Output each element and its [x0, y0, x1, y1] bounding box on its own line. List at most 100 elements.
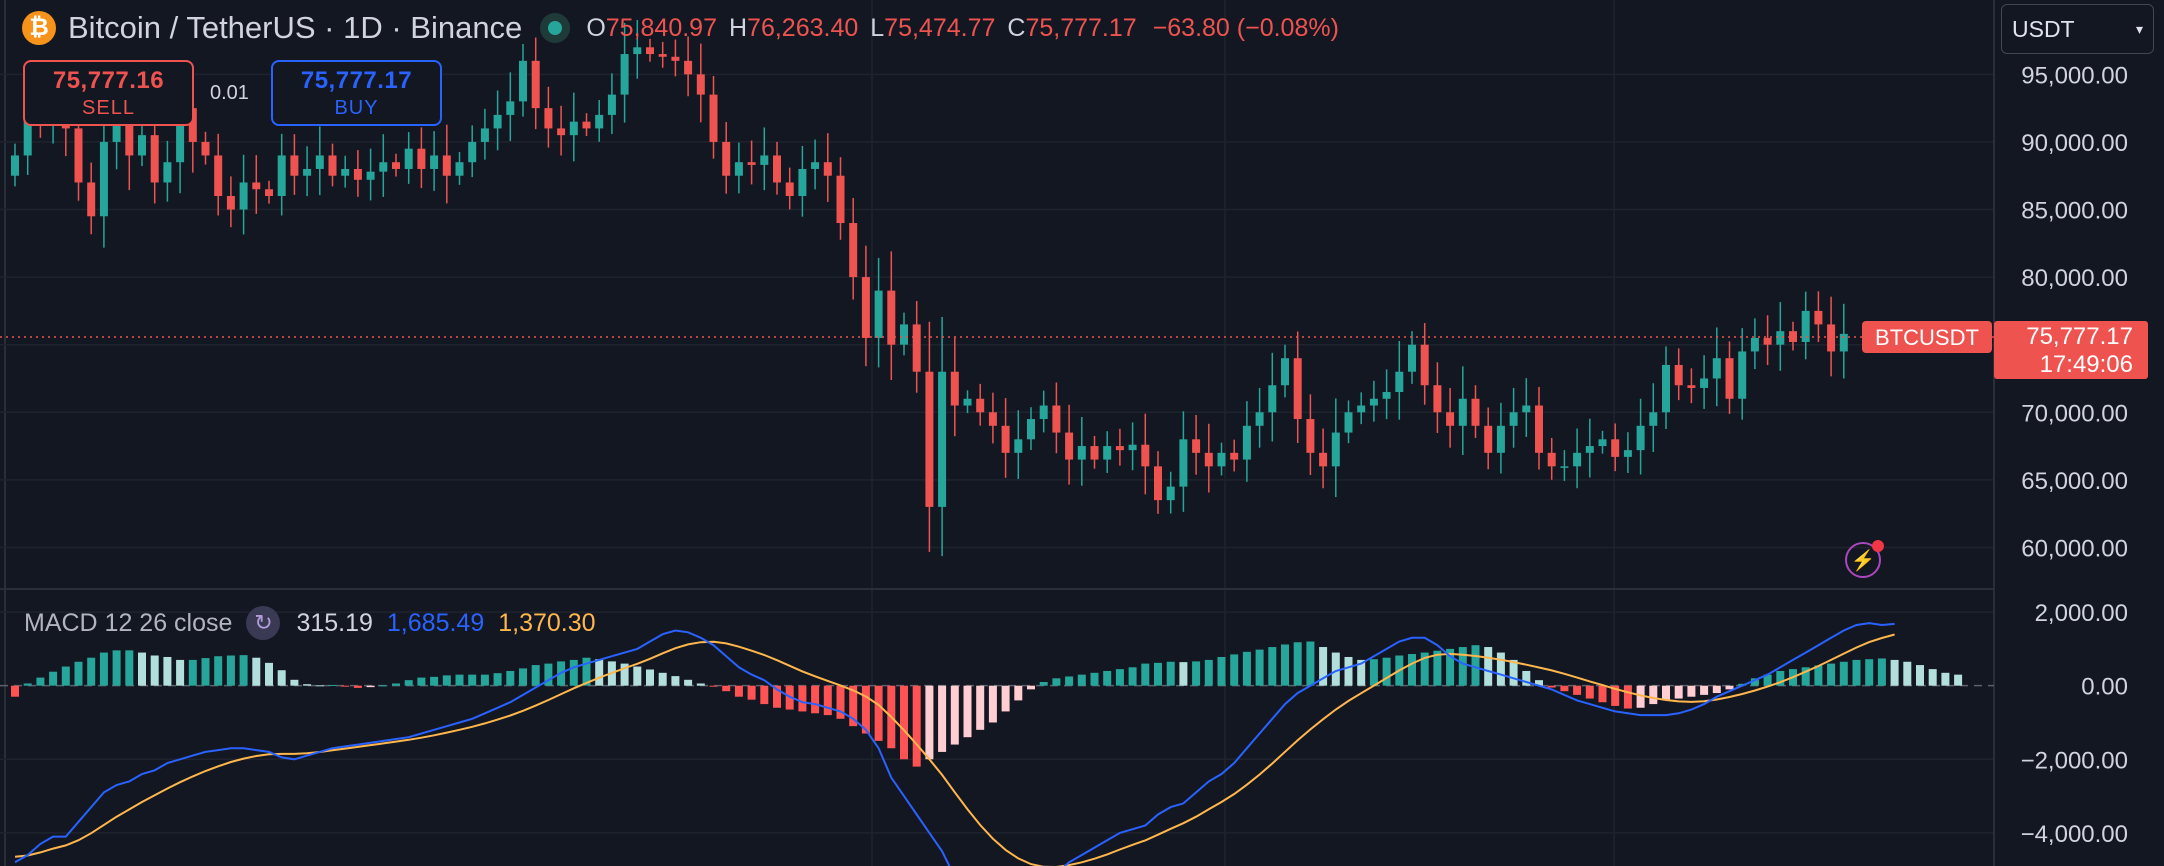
bar-countdown-label: 17:49:06 [2040, 351, 2133, 378]
macd-histogram-bar [480, 674, 489, 686]
macd-histogram-bar [811, 685, 820, 714]
candle-body [963, 398, 972, 406]
macd-histogram-bar [1039, 682, 1048, 686]
macd-histogram-bar [239, 655, 248, 686]
last-price-badge [1994, 321, 2148, 379]
candle-body [150, 135, 159, 183]
macd-signal-value: 1,370.30 [498, 608, 596, 637]
macd-histogram-bar [1369, 659, 1378, 686]
macd-histogram-bar [379, 685, 388, 687]
macd-histogram-bar [1611, 685, 1620, 706]
macd-histogram-bar [1446, 648, 1455, 686]
macd-histogram-bar [709, 685, 718, 687]
macd-histogram-bar [1204, 659, 1213, 686]
candle-body [620, 54, 629, 95]
candle-body [1446, 412, 1455, 426]
candle-body [747, 162, 756, 165]
macd-histogram-bar [671, 676, 680, 686]
macd-histogram-bar [1547, 685, 1556, 688]
candle-body [1001, 425, 1010, 453]
candle-body [1268, 385, 1277, 413]
candle-body [1319, 452, 1328, 467]
candle-body [366, 171, 375, 180]
macd-histogram-bar [1750, 678, 1759, 686]
candle-body [519, 60, 527, 102]
macd-histogram-bar [163, 656, 172, 686]
macd-histogram-bar [1573, 685, 1582, 695]
candle-body [188, 108, 197, 142]
candle-body [1725, 358, 1734, 399]
macd-histogram-bar [696, 683, 705, 686]
macd-histogram-bar [74, 661, 83, 686]
macd-histogram-bar [265, 662, 273, 686]
candle-body [861, 277, 870, 338]
buy-button[interactable]: 75,777.17 BUY [271, 60, 442, 126]
macd-histogram-bar [49, 671, 58, 686]
lightning-alert-icon[interactable]: ⚡ [1845, 542, 1881, 578]
macd-histogram-bar [1293, 642, 1302, 686]
candle-body [1255, 412, 1264, 426]
macd-histogram-bar [1484, 647, 1493, 686]
candle-body [544, 108, 553, 129]
macd-histogram-bar [1433, 650, 1442, 686]
macd-histogram-bar [938, 685, 947, 752]
macd-histogram-bar [150, 655, 159, 686]
candle-body [1141, 444, 1150, 467]
macd-indicator-name[interactable]: MACD 12 26 close [24, 608, 233, 637]
refresh-icon[interactable]: ↻ [246, 606, 281, 640]
candle-body [1573, 452, 1582, 467]
macd-histogram-bar [1001, 685, 1010, 712]
candle-body [836, 175, 845, 224]
candle-body [1395, 371, 1404, 392]
macd-histogram-bar [1128, 667, 1137, 686]
macd-histogram-bar [1166, 661, 1175, 686]
candle-body [1598, 439, 1607, 447]
sell-button[interactable]: 75,777.16 SELL [23, 60, 194, 126]
candle-body [1547, 452, 1556, 467]
candle-body [569, 121, 578, 136]
candle-body [1052, 405, 1061, 433]
candle-body [1484, 425, 1493, 453]
macd-histogram-bar [341, 685, 350, 687]
candle-body [1496, 425, 1505, 453]
candle-body [1065, 432, 1074, 460]
candle-body [811, 162, 820, 169]
market-open-status-icon[interactable] [540, 13, 571, 43]
macd-histogram-bar [595, 659, 604, 686]
candle-body [1623, 450, 1632, 457]
candle-body [341, 168, 350, 176]
candle-body [125, 104, 134, 156]
macd-histogram-bar [1903, 661, 1912, 686]
macd-axis-tick-label: −4,000.00 [2021, 821, 2128, 848]
macd-histogram-bar [1877, 658, 1886, 686]
macd-histogram-bar [1496, 652, 1505, 686]
price-axis-tick-label: 70,000.00 [2021, 400, 2128, 427]
macd-histogram-bar [315, 685, 324, 687]
macd-histogram-bar [404, 680, 413, 686]
macd-histogram-bar [1319, 647, 1328, 686]
candle-body [1738, 351, 1747, 399]
macd-histogram-bar [11, 685, 19, 697]
candle-body [938, 371, 947, 507]
macd-histogram-bar [912, 685, 921, 767]
candle-body [379, 162, 388, 172]
macd-histogram-bar [303, 684, 312, 686]
currency-select[interactable]: USDT ▾ [2001, 4, 2154, 54]
price-axis[interactable]: 95,000.00 90,000.00 85,000.00 80,000.00 70,0… [1862, 0, 2164, 866]
macd-histogram-bar [1408, 654, 1416, 686]
macd-histogram-bar [1154, 662, 1162, 686]
candle-body [1166, 486, 1175, 501]
macd-histogram-bar [277, 670, 286, 686]
candle-body [1090, 446, 1099, 460]
symbol-title[interactable]: Bitcoin / TetherUS · 1D · Binance [68, 10, 523, 45]
macd-histogram-bar [1192, 661, 1201, 686]
price-axis-tick-label: 95,000.00 [2021, 62, 2128, 89]
open-label: O [586, 13, 606, 42]
candle-body [1027, 419, 1035, 440]
candle-body [633, 47, 642, 55]
candle-body [1611, 439, 1620, 457]
buy-label: BUY [334, 96, 379, 119]
macd-histogram-bar [1928, 669, 1937, 686]
candle-body [1712, 358, 1721, 379]
